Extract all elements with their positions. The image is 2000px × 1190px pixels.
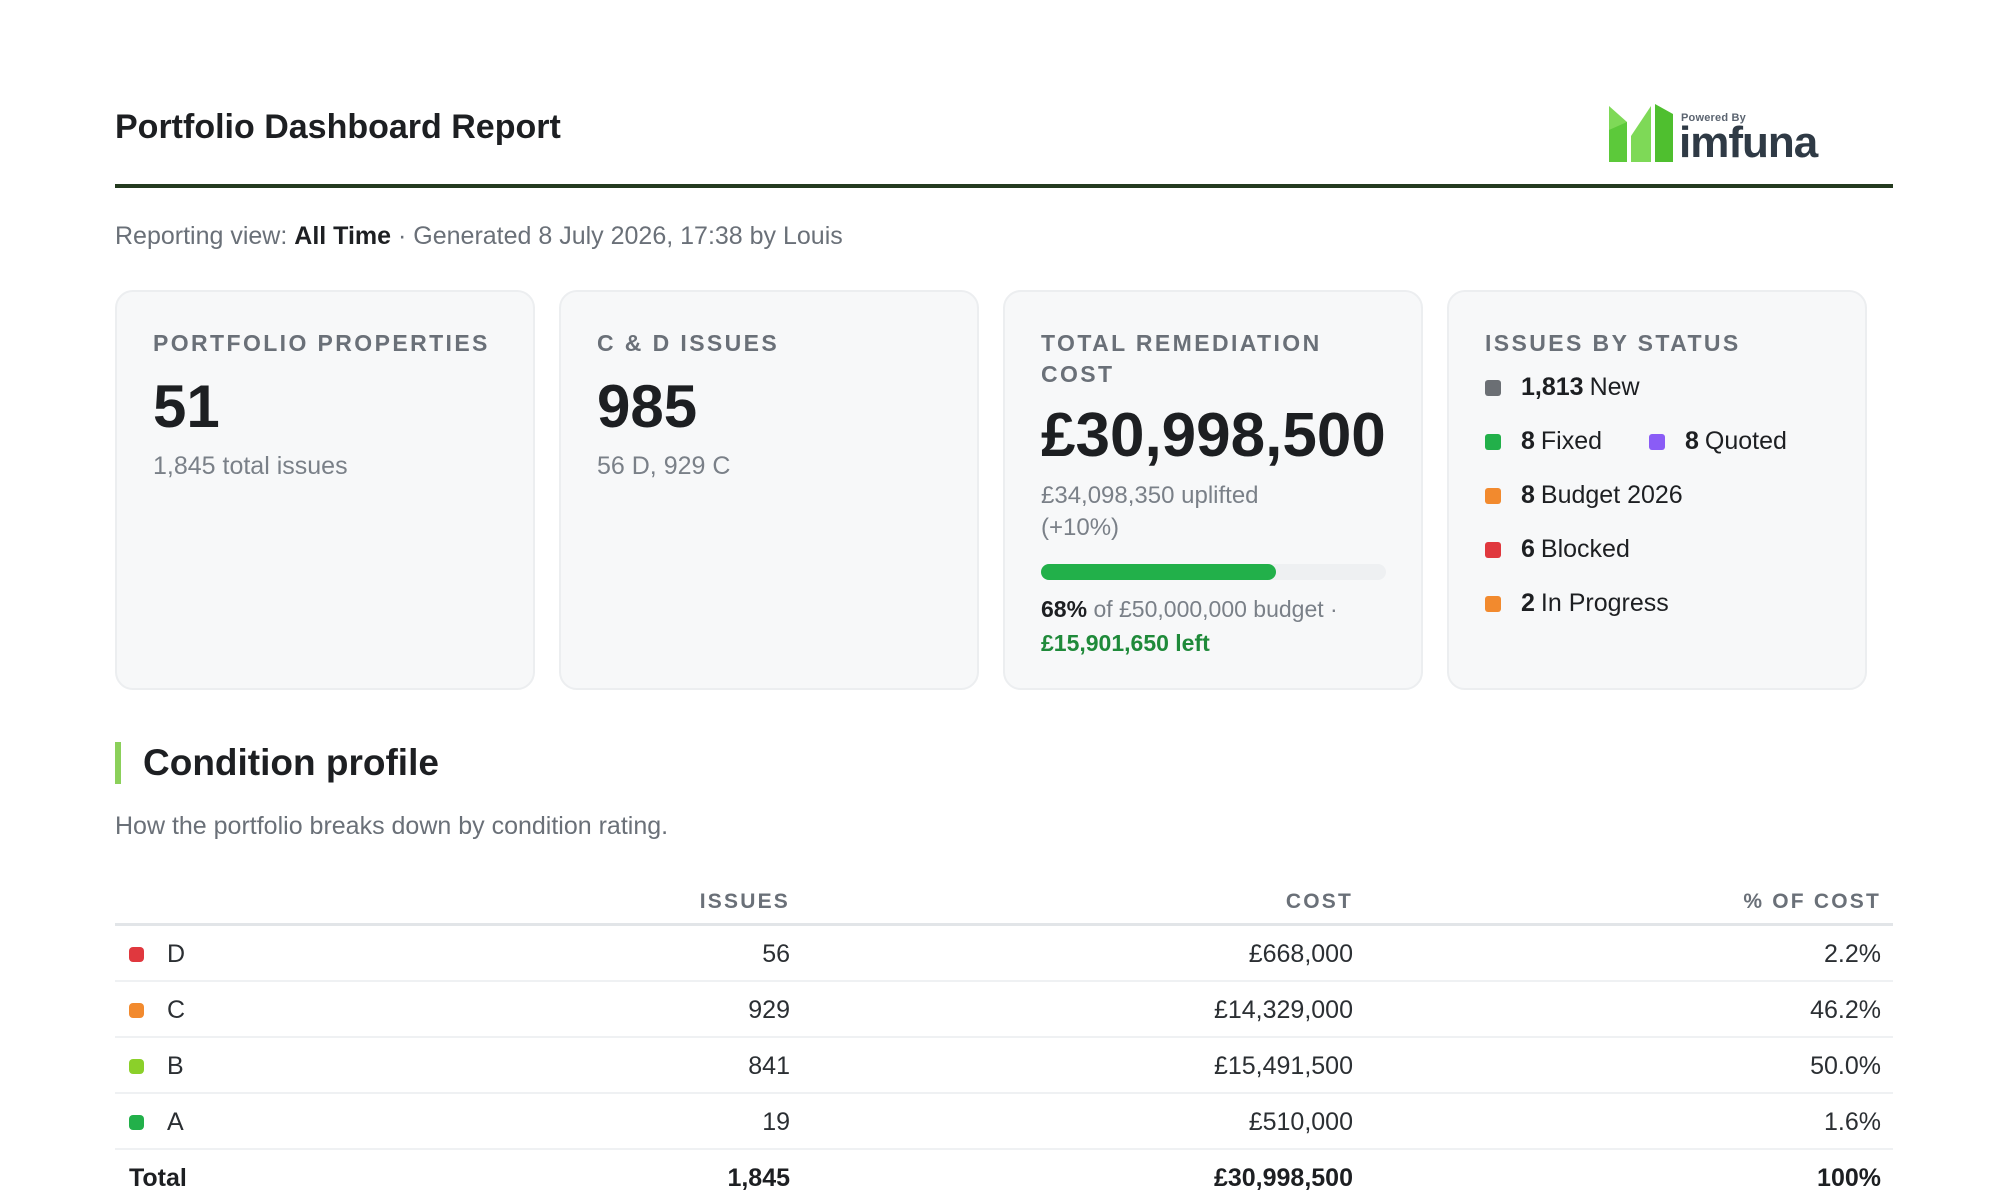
- section-accent-bar: [115, 742, 121, 784]
- card-issues-by-status: ISSUES BY STATUS 1,813 New 8 Fixed 8 Quoted…: [1447, 290, 1867, 690]
- status-item-quoted: 8 Quoted: [1649, 426, 1787, 456]
- budget-remaining: £15,901,650 left: [1041, 630, 1210, 656]
- rating-dot: [129, 947, 144, 962]
- card-label: ISSUES BY STATUS: [1485, 330, 1741, 356]
- total-cost-cell: £30,998,500: [1213, 1164, 1353, 1190]
- section-description: How the portfolio breaks down by conditi…: [115, 812, 669, 840]
- issues-cell: 56: [762, 940, 790, 968]
- reporting-view-label: Reporting view:: [115, 222, 288, 250]
- rating-dot: [129, 1059, 144, 1074]
- cost-cell: £15,491,500: [1213, 1052, 1353, 1080]
- status-item-in-progress: 2 In Progress: [1485, 588, 1669, 618]
- table-header: ISSUES COST % OF COST: [115, 880, 1893, 926]
- imfuna-logo: Powered By imfuna: [1605, 100, 1825, 170]
- page-title: Portfolio Dashboard Report: [115, 108, 561, 146]
- status-dot: [1485, 542, 1501, 558]
- card-portfolio-properties: PORTFOLIO PROPERTIES 51 1,845 total issu…: [115, 290, 535, 690]
- generated-info: · Generated 8 July 2026, 17:38 by Louis: [398, 222, 843, 250]
- status-dot: [1485, 380, 1501, 396]
- budget-progress-fill: [1041, 564, 1276, 580]
- card-subtext: 1,845 total issues: [153, 452, 348, 480]
- card-value: 985: [597, 373, 698, 440]
- column-header-cost: COST: [1285, 890, 1353, 913]
- uplifted-cost: £34,098,350 uplifted (+10%): [1041, 482, 1259, 541]
- rating-dot: [129, 1003, 144, 1018]
- budget-progress-bar: [1041, 564, 1386, 580]
- cost-cell: £668,000: [1248, 940, 1353, 968]
- card-value: £30,998,500: [1041, 401, 1386, 470]
- reporting-meta: Reporting view: All Time · Generated 8 J…: [115, 222, 843, 251]
- total-issues-cell: 1,845: [727, 1164, 790, 1190]
- status-dot: [1649, 434, 1665, 450]
- status-dot: [1485, 434, 1501, 450]
- cost-cell: £14,329,000: [1213, 996, 1353, 1024]
- rating-dot: [129, 1115, 144, 1130]
- card-cd-issues: C & D ISSUES 985 56 D, 929 C: [559, 290, 979, 690]
- column-header-issues: ISSUES: [699, 890, 790, 913]
- table-row: D 56 £668,000 2.2%: [115, 926, 1893, 982]
- reporting-view-value: All Time: [294, 222, 392, 250]
- logo-powered-by: Powered By: [1681, 112, 1746, 124]
- rating-label: B: [167, 1052, 184, 1080]
- status-item-blocked: 6 Blocked: [1485, 534, 1630, 564]
- percent-cell: 2.2%: [1824, 940, 1881, 968]
- status-item-fixed: 8 Fixed: [1485, 426, 1602, 456]
- budget-summary: 68% of £50,000,000 budget · £15,901,650 …: [1041, 592, 1401, 660]
- percent-cell: 46.2%: [1810, 996, 1881, 1024]
- card-label: C & D ISSUES: [597, 330, 780, 356]
- cost-cell: £510,000: [1248, 1108, 1353, 1136]
- rating-label: C: [167, 996, 186, 1024]
- section-title: Condition profile: [143, 742, 439, 783]
- logo-brand-name: imfuna: [1679, 118, 1818, 167]
- rating-label: D: [167, 940, 186, 968]
- percent-cell: 50.0%: [1810, 1052, 1881, 1080]
- total-percent-cell: 100%: [1817, 1164, 1881, 1190]
- budget-percent: 68%: [1041, 596, 1088, 622]
- card-subtext: 56 D, 929 C: [597, 452, 731, 480]
- status-item-budget-2026: 8 Budget 2026: [1485, 480, 1683, 510]
- table-row: A 19 £510,000 1.6%: [115, 1094, 1893, 1150]
- rating-label: A: [167, 1108, 184, 1136]
- card-total-remediation-cost: TOTAL REMEDIATION COST £30,998,500 £34,0…: [1003, 290, 1423, 690]
- issues-cell: 841: [748, 1052, 790, 1080]
- column-header-percent-cost: % OF COST: [1743, 890, 1881, 913]
- leaf-logo-icon: [1609, 104, 1673, 162]
- card-value: 51: [153, 373, 220, 440]
- header-divider: [115, 184, 1893, 188]
- total-label: Total: [129, 1164, 187, 1190]
- issues-cell: 19: [762, 1108, 790, 1136]
- card-label: TOTAL REMEDIATION COST: [1041, 330, 1322, 387]
- table-row: C 929 £14,329,000 46.2%: [115, 982, 1893, 1038]
- condition-table: ISSUES COST % OF COST D 56 £668,000 2.2%…: [115, 880, 1893, 1190]
- percent-cell: 1.6%: [1824, 1108, 1881, 1136]
- table-row: B 841 £15,491,500 50.0%: [115, 1038, 1893, 1094]
- status-dot: [1485, 596, 1501, 612]
- report-header: Portfolio Dashboard Report Powered By im…: [115, 100, 1893, 190]
- table-total-row: Total 1,845 £30,998,500 100%: [115, 1150, 1893, 1190]
- status-dot: [1485, 488, 1501, 504]
- issues-cell: 929: [748, 996, 790, 1024]
- budget-text: of £50,000,000 budget ·: [1093, 596, 1338, 622]
- card-label: PORTFOLIO PROPERTIES: [153, 330, 490, 356]
- status-item-new: 1,813 New: [1485, 372, 1640, 402]
